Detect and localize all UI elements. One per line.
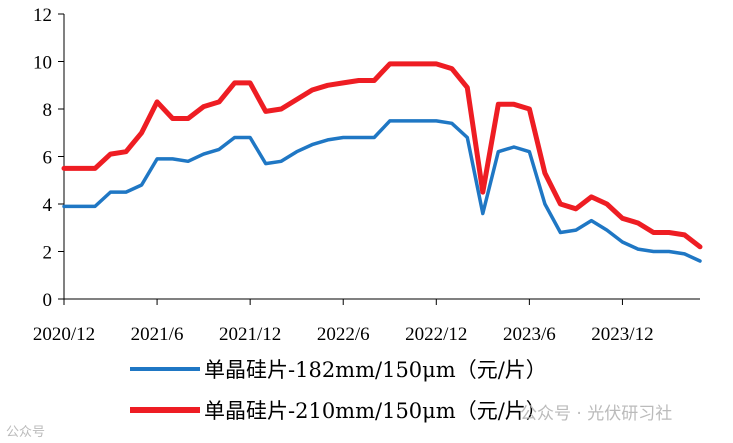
watermark-right: 公众号 · 光伏研习社	[520, 404, 672, 424]
y-tick-labels: 0 2 4 6 8 10 12	[33, 5, 64, 311]
legend-label-2: 单晶硅片-210mm/150μm（元/片）	[204, 399, 547, 423]
x-tick-label: 2023/6	[503, 324, 556, 345]
x-tick-label: 2021/12	[219, 324, 281, 345]
y-tick-label: 12	[33, 5, 52, 26]
y-tick-label: 2	[43, 243, 53, 264]
x-tick-label: 2020/12	[33, 324, 95, 345]
series-lines	[61, 61, 703, 263]
x-tick-label: 2021/6	[131, 324, 184, 345]
x-tick-label: 2022/12	[405, 324, 467, 345]
y-tick-label: 0	[43, 290, 53, 311]
x-tick-label: 2022/6	[317, 324, 370, 345]
y-tick-label: 8	[43, 100, 53, 121]
legend: 单晶硅片-182mm/150μm（元/片） 单晶硅片-210mm/150μm（元/…	[130, 358, 547, 423]
series-line-2	[61, 61, 703, 250]
chart-axes	[63, 14, 700, 300]
y-tick-label: 6	[43, 148, 53, 169]
legend-label-1: 单晶硅片-182mm/150μm（元/片）	[204, 358, 547, 382]
y-tick-label: 4	[43, 195, 53, 216]
x-tick-labels: 2020/12 2021/6 2021/12 2022/6 2022/12 2023/6 2…	[33, 299, 654, 345]
watermarks: 公众号 公众号 · 光伏研习社	[6, 404, 672, 440]
x-tick-label: 2023/12	[591, 324, 653, 345]
watermark-left: 公众号	[6, 425, 45, 440]
series-line-1	[62, 119, 702, 263]
y-tick-label: 10	[33, 53, 52, 74]
